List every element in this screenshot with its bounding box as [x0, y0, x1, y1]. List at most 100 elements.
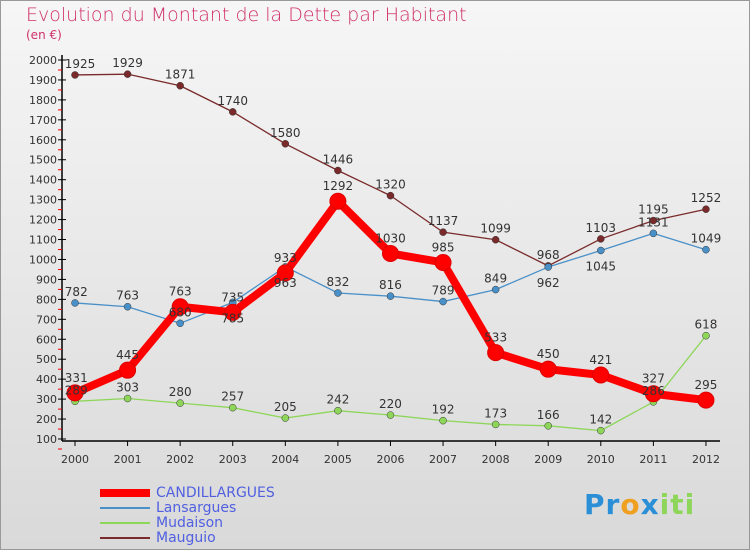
data-point	[386, 191, 395, 200]
data-label: 680	[169, 305, 192, 319]
data-label: 763	[116, 289, 139, 303]
data-point	[539, 360, 557, 378]
data-label: 295	[695, 378, 718, 392]
x-tick-label: 2007	[429, 453, 457, 466]
y-tick-label: 1300	[29, 194, 57, 207]
legend-item: Mauguio	[100, 531, 216, 545]
data-label: 1049	[691, 232, 722, 246]
data-point	[176, 319, 184, 328]
data-label: 1925	[65, 57, 96, 71]
data-label: 303	[116, 381, 139, 395]
legend-swatch	[100, 507, 150, 509]
data-point	[334, 289, 342, 297]
data-point	[329, 192, 347, 210]
data-point	[544, 422, 552, 430]
data-label: 1871	[165, 68, 196, 82]
y-tick-label: 300	[36, 393, 57, 406]
data-label: 1446	[323, 153, 354, 167]
data-label: 789	[432, 284, 455, 298]
data-label: 1099	[480, 222, 511, 236]
data-label: 1103	[586, 221, 617, 235]
data-point	[176, 399, 184, 407]
data-label: 450	[537, 347, 560, 361]
data-label: 1740	[217, 94, 248, 108]
data-point	[123, 394, 132, 403]
data-label: 142	[589, 413, 612, 427]
proxiti-logo: Proxiti	[584, 488, 696, 521]
x-tick-label: 2003	[219, 453, 247, 466]
data-point	[224, 303, 242, 321]
data-label: 985	[432, 240, 455, 254]
y-tick-label: 600	[36, 333, 57, 346]
data-label: 173	[484, 406, 507, 420]
data-label: 832	[326, 275, 349, 289]
data-label: 166	[537, 408, 560, 422]
x-tick-label: 2005	[324, 453, 352, 466]
data-label: 1580	[270, 126, 301, 140]
data-label: 1045	[586, 259, 617, 273]
data-point	[544, 263, 552, 271]
data-point	[649, 229, 658, 238]
data-label: 192	[432, 403, 455, 417]
y-tick-label: 500	[36, 353, 57, 366]
legend-swatch	[100, 489, 150, 497]
data-label: 618	[695, 318, 718, 332]
data-point	[702, 331, 710, 340]
data-point	[597, 426, 605, 435]
data-label: 816	[379, 278, 402, 292]
data-point	[644, 385, 662, 403]
data-point	[119, 361, 137, 379]
data-point	[228, 108, 237, 116]
y-tick-label: 1700	[29, 114, 57, 127]
y-tick-label: 100	[36, 433, 57, 446]
data-point	[439, 228, 447, 236]
data-label: 331	[65, 371, 88, 385]
legend-item: Mudaison	[100, 516, 223, 530]
data-label: 1137	[428, 214, 459, 228]
legend-item: CANDILLARGUES	[100, 486, 275, 500]
y-tick-label: 400	[36, 373, 57, 386]
data-label: 242	[326, 393, 349, 407]
data-point	[597, 235, 605, 243]
data-point	[276, 264, 294, 282]
data-label: 421	[589, 353, 612, 367]
data-label: 533	[484, 331, 507, 345]
chart-title: Evolution du Montant de la Dette par Hab…	[26, 4, 467, 26]
x-tick-label: 2001	[114, 453, 142, 466]
data-point	[334, 166, 342, 175]
data-point	[702, 205, 710, 213]
data-label: 785	[221, 311, 244, 325]
data-label: 1252	[691, 191, 722, 205]
y-tick-label: 1600	[29, 134, 57, 147]
data-label: 257	[221, 390, 244, 404]
data-point	[123, 302, 132, 311]
data-label: 968	[537, 248, 560, 262]
legend-swatch	[100, 522, 150, 524]
y-tick-label: 1200	[29, 214, 57, 227]
legend-label: Lansargues	[156, 500, 237, 516]
data-point	[334, 406, 342, 415]
data-label: 933	[274, 251, 297, 265]
data-label: 963	[274, 276, 297, 290]
data-label: 735	[221, 290, 244, 304]
data-point	[491, 235, 500, 244]
x-tick-label: 2010	[587, 453, 615, 466]
x-tick-label: 2009	[534, 453, 562, 466]
data-point	[66, 384, 84, 402]
legend-label: Mudaison	[156, 515, 224, 531]
data-point	[487, 344, 505, 362]
legend-label: Mauguio	[156, 530, 216, 546]
data-label: 205	[274, 400, 297, 414]
y-tick-label: 1800	[29, 94, 57, 107]
data-labels: 331 445 763 735 933 1292 1030 985 533 450 421 327 29…	[65, 56, 722, 426]
data-point	[697, 391, 715, 409]
data-label: 782	[65, 285, 88, 299]
y-tick-label: 2000	[29, 54, 57, 67]
y-tick-label: 1400	[29, 174, 57, 187]
data-point	[123, 70, 132, 78]
data-point	[597, 246, 605, 255]
data-label: 1030	[375, 231, 406, 245]
data-point	[592, 366, 610, 384]
